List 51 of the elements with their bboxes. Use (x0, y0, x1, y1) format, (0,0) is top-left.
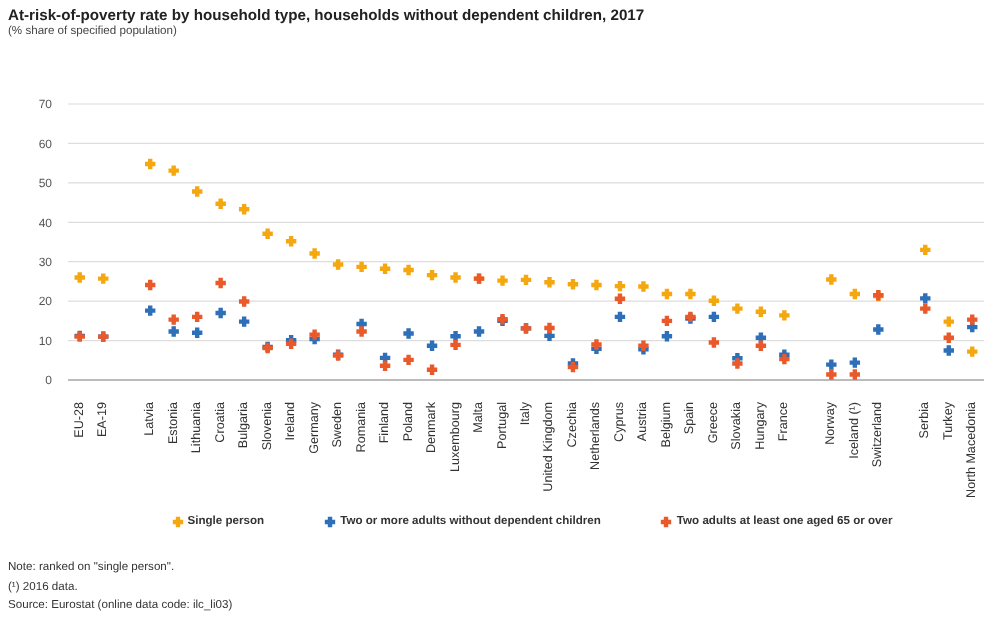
point (685, 288, 696, 300)
point (473, 326, 485, 337)
point (403, 264, 414, 276)
point (591, 279, 602, 291)
point (98, 273, 109, 284)
point (920, 303, 931, 314)
point (403, 328, 414, 339)
point (356, 326, 367, 337)
point (215, 277, 226, 289)
point (168, 314, 179, 325)
point (309, 329, 320, 340)
point (873, 324, 884, 335)
point (826, 274, 837, 285)
point (732, 358, 743, 369)
point (262, 228, 273, 239)
point (215, 307, 226, 319)
point (849, 357, 861, 368)
point (450, 339, 461, 351)
point (943, 316, 954, 327)
point (426, 340, 438, 351)
point (145, 305, 156, 316)
point (403, 354, 414, 366)
point (191, 327, 203, 338)
point (755, 340, 767, 351)
point (849, 369, 861, 380)
point (309, 248, 320, 259)
point (708, 337, 720, 348)
point (544, 322, 555, 334)
point (732, 303, 743, 314)
point (967, 314, 978, 325)
point (779, 310, 790, 321)
point (238, 316, 250, 327)
point (638, 281, 649, 292)
point (826, 359, 837, 370)
point (591, 339, 602, 350)
point (544, 277, 555, 288)
point (826, 369, 837, 380)
point (168, 326, 179, 337)
point (332, 259, 344, 270)
point (920, 293, 931, 304)
point (943, 345, 954, 356)
point (74, 272, 85, 283)
point (191, 186, 203, 197)
point (967, 346, 978, 357)
point (168, 165, 179, 176)
point (215, 198, 226, 209)
point (450, 272, 461, 283)
point (238, 296, 250, 307)
point (779, 353, 790, 365)
point (497, 275, 508, 286)
point (356, 261, 367, 273)
